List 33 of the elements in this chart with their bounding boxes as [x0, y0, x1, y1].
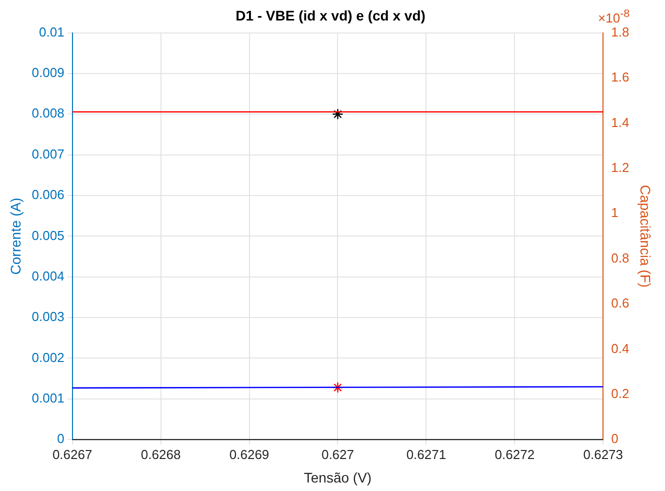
y-tick-label: 0.008: [32, 106, 64, 121]
x-tick-label: 0.6268: [140, 446, 181, 462]
y2-axis-title: Capacitância (F): [638, 184, 654, 288]
y-tick-label: 0.007: [32, 146, 64, 162]
y2-tick-label: 0.8: [611, 250, 630, 266]
y2-tick-label: 0.2: [611, 386, 630, 401]
x-tick-label: 0.6273: [583, 446, 624, 462]
y-tick-label: 0.001: [32, 390, 64, 406]
y-axis-title: Corrente (A): [7, 198, 24, 275]
y2-tick-label: 0.6: [611, 296, 630, 311]
y2-tick-label: 1: [611, 205, 618, 220]
y2-tick-label: 1.6: [611, 70, 630, 85]
y2-tick-label: 1.4: [611, 114, 630, 130]
y2-tick-label: 1.2: [611, 160, 630, 175]
y-tick-label: 0: [57, 431, 64, 446]
y2-tick-label: 0: [611, 431, 618, 446]
y-tick-label: 0.002: [32, 350, 64, 365]
y2-tick-label: 1.8: [611, 24, 630, 40]
chart-title: D1 - VBE (id x vd) e (cd x vd): [236, 7, 426, 24]
x-tick-label: 0.6269: [229, 446, 270, 462]
x-tick-label: 0.6271: [406, 446, 446, 462]
x-tick-label: 0.627: [321, 446, 354, 462]
y-tick-label: 0.009: [32, 65, 64, 80]
y2-tick-label: 0.4: [611, 340, 630, 356]
x-axis-title: Tensão (V): [304, 469, 372, 486]
y-tick-label: 0.005: [32, 228, 64, 243]
y-tick-label: 0.006: [32, 187, 64, 202]
x-tick-label: 0.6267: [52, 446, 92, 462]
x-tick-label: 0.6272: [494, 446, 535, 462]
y-tick-label: 0.01: [39, 24, 64, 40]
text: ×10$^{-8}$: [598, 8, 630, 26]
y-tick-label: 0.004: [32, 268, 64, 284]
y-tick-label: 0.003: [32, 309, 64, 324]
